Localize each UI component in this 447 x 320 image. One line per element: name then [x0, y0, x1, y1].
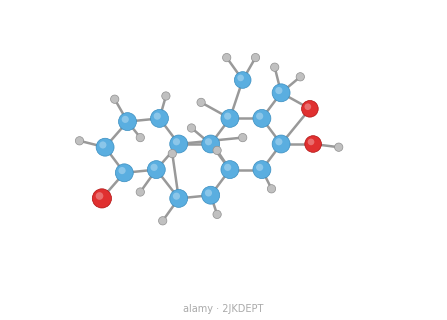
- Circle shape: [154, 113, 161, 120]
- Circle shape: [253, 109, 271, 127]
- Circle shape: [159, 217, 167, 225]
- Circle shape: [205, 138, 212, 145]
- Circle shape: [334, 143, 343, 151]
- Circle shape: [275, 138, 283, 145]
- Circle shape: [173, 193, 180, 200]
- Circle shape: [76, 137, 84, 145]
- Circle shape: [197, 98, 205, 107]
- Circle shape: [96, 192, 103, 200]
- Circle shape: [256, 164, 263, 171]
- Text: alamy · 2JKDEPT: alamy · 2JKDEPT: [183, 304, 264, 314]
- Circle shape: [151, 109, 169, 127]
- Circle shape: [237, 75, 244, 81]
- Circle shape: [224, 164, 231, 171]
- Circle shape: [96, 138, 114, 156]
- Circle shape: [224, 113, 231, 120]
- Circle shape: [92, 189, 111, 208]
- Circle shape: [115, 164, 133, 182]
- Circle shape: [136, 133, 144, 142]
- Circle shape: [170, 189, 188, 207]
- Circle shape: [302, 100, 318, 117]
- Circle shape: [272, 135, 290, 153]
- Circle shape: [305, 136, 321, 152]
- Circle shape: [308, 139, 314, 145]
- Circle shape: [168, 149, 177, 158]
- Circle shape: [270, 63, 279, 71]
- Circle shape: [202, 135, 219, 153]
- Circle shape: [118, 113, 136, 131]
- Circle shape: [272, 84, 290, 102]
- Circle shape: [187, 124, 196, 132]
- Circle shape: [99, 141, 106, 148]
- Circle shape: [205, 189, 212, 196]
- Circle shape: [136, 188, 144, 196]
- Circle shape: [234, 72, 251, 88]
- Circle shape: [251, 53, 260, 62]
- Circle shape: [118, 167, 126, 174]
- Circle shape: [213, 146, 221, 155]
- Circle shape: [256, 113, 263, 120]
- Circle shape: [267, 185, 276, 193]
- Circle shape: [221, 109, 239, 127]
- Circle shape: [253, 161, 271, 179]
- Circle shape: [148, 161, 165, 179]
- Circle shape: [296, 73, 304, 81]
- Circle shape: [110, 95, 119, 103]
- Circle shape: [122, 116, 129, 123]
- Circle shape: [170, 135, 188, 153]
- Circle shape: [304, 103, 311, 110]
- Circle shape: [151, 164, 158, 171]
- Circle shape: [223, 53, 231, 62]
- Circle shape: [202, 186, 219, 204]
- Circle shape: [173, 138, 180, 145]
- Circle shape: [213, 210, 221, 219]
- Circle shape: [221, 161, 239, 179]
- Circle shape: [162, 92, 170, 100]
- Circle shape: [239, 133, 247, 142]
- Circle shape: [275, 87, 283, 94]
